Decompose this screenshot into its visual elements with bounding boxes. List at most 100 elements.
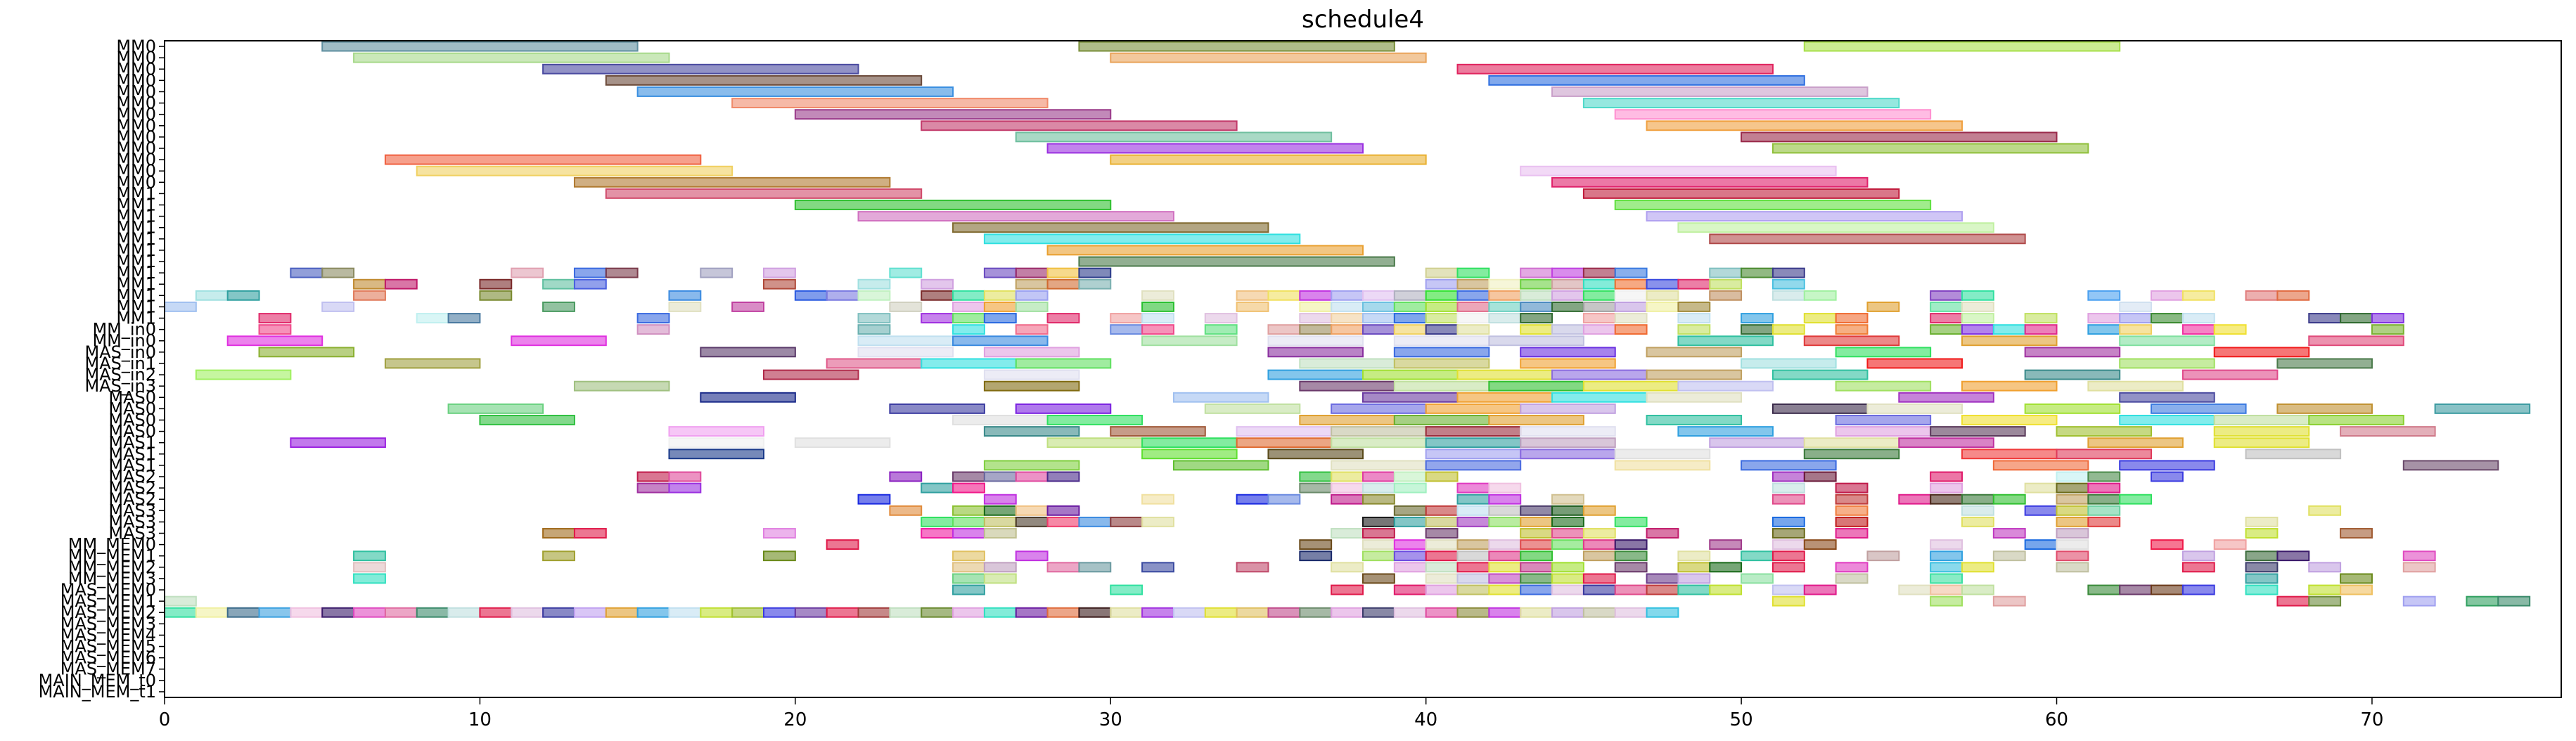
gantt-bar [1677,301,1711,312]
gantt-bar [1393,415,1490,425]
gantt-bar [921,290,954,301]
gantt-bar [2213,437,2310,449]
gantt-bar [2056,426,2153,437]
gantt-bar [952,301,985,312]
gantt-bar [2245,528,2279,539]
gantt-bar [1614,449,1711,460]
gantt-bar [1614,290,1648,301]
gantt-bar [1835,313,1869,323]
gantt-bar [1236,290,1269,301]
gantt-bar [2151,313,2184,323]
y-tick-label: MAS_MEM5 [60,637,156,657]
gantt-bar [1614,109,1932,120]
gantt-bar [1930,595,1963,607]
gantt-bar [1456,290,1490,301]
gantt-bar [1961,324,1994,335]
x-tick-label: 50 [1730,709,1753,730]
gantt-bar [983,313,1017,323]
gantt-bar [321,41,639,52]
gantt-bar [2056,494,2089,505]
gantt-bar [1582,301,1616,312]
gantt-bar [1741,550,1774,562]
gantt-bar [1488,505,1522,516]
gantt-bar [952,324,985,335]
gantt-bar [1866,358,1963,369]
gantt-bar [258,607,292,618]
y-tick-label: MM1 [116,229,156,249]
gantt-bar [889,505,923,516]
gantt-bar [1520,426,1616,437]
gantt-bar [1299,471,1333,482]
gantt-bar [1456,562,1490,573]
gantt-bar [1803,290,1837,301]
y-tick-label: MAS_in0 [84,342,156,362]
gantt-bar [2151,539,2184,550]
gantt-bar [1236,426,1333,437]
gantt-bar [1488,550,1522,562]
x-axis: 0 10 20 30 40 50 60 70 [159,697,2383,730]
gantt-bar [1771,562,1805,573]
gantt-bar [479,290,513,301]
gantt-bar [1078,41,1395,52]
gantt-bar [1961,516,1994,527]
gantt-bar [1172,392,1269,403]
gantt-bar [1078,256,1395,267]
gantt-bar [1866,550,1900,562]
gantt-bar [2340,426,2436,437]
gantt-bar [1425,516,1459,527]
gantt-bar [1898,392,1994,403]
gantt-bar [668,301,702,312]
gantt-bar [1961,313,1994,323]
gantt-bar [1267,494,1301,505]
gantt-bar [826,539,859,550]
gantt-bar [2245,516,2279,527]
gantt-bar [2151,471,2184,482]
gantt-bar [700,392,796,403]
gantt-bar [1078,516,1112,527]
gantt-bar [983,369,1080,380]
x-tick-label: 60 [2045,709,2068,730]
gantt-bar [1930,573,1963,584]
gantt-bar [1551,369,1648,380]
gantt-bar [542,301,575,312]
gantt-bar [1046,505,1080,516]
y-tick-label: MAS0 [108,387,156,407]
gantt-bar [1141,290,1174,301]
y-tick-label: MM1 [116,252,156,271]
gantt-bar [605,607,639,618]
gantt-bar [1456,482,1490,494]
gantt-bar [1141,562,1174,573]
gantt-bar [1771,143,2089,154]
gantt-bar [1614,301,1648,312]
gantt-bar [1299,324,1333,335]
gantt-bar [1771,584,1805,595]
gantt-bar [1551,528,1584,539]
gantt-bar [1520,562,1553,573]
gantt-bar [668,449,765,460]
y-tick-label: MM0 [116,70,156,90]
gantt-bar [1299,550,1333,562]
gantt-bar [857,211,1174,222]
gantt-bar [731,607,764,618]
gantt-bar [1551,278,1584,290]
gantt-bar [195,290,229,301]
gantt-bar [447,313,481,323]
gantt-bar [1741,573,1774,584]
gantt-bar [2119,415,2215,425]
gantt-bar [1520,516,1553,527]
gantt-bar [1835,347,1932,358]
gantt-bar [1741,324,1774,335]
gantt-bar [1172,607,1206,618]
y-tick-label: MAS_in2 [84,365,156,385]
gantt-bar [2119,392,2215,403]
gantt-bar [952,505,985,516]
gantt-bar [1172,460,1269,471]
y-tick-label: MM_MEM1 [68,546,156,566]
gantt-bar [2402,595,2436,607]
gantt-bar [1930,584,1963,595]
gantt-bar [1614,313,1648,323]
gantt-bar [2181,550,2215,562]
gantt-bar [542,607,575,618]
gantt-bar [1456,539,1490,550]
gantt-bar [921,313,954,323]
